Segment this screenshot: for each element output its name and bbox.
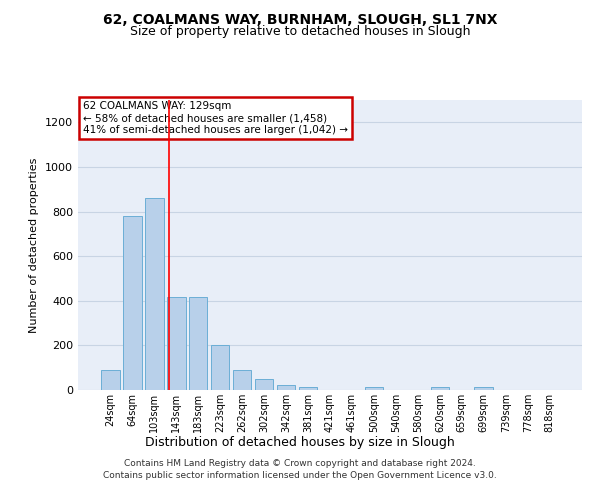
Text: Distribution of detached houses by size in Slough: Distribution of detached houses by size …	[145, 436, 455, 449]
Text: Size of property relative to detached houses in Slough: Size of property relative to detached ho…	[130, 25, 470, 38]
Bar	[431, 388, 449, 390]
Y-axis label: Number of detached properties: Number of detached properties	[29, 158, 40, 332]
Bar	[123, 216, 142, 390]
Bar	[211, 346, 229, 390]
Bar	[189, 298, 208, 390]
Bar	[233, 370, 251, 390]
Text: 62 COALMANS WAY: 129sqm
← 58% of detached houses are smaller (1,458)
41% of semi: 62 COALMANS WAY: 129sqm ← 58% of detache…	[83, 102, 348, 134]
Bar	[277, 385, 295, 390]
Bar	[255, 379, 274, 390]
Bar	[475, 388, 493, 390]
Bar	[299, 386, 317, 390]
Bar	[101, 370, 119, 390]
Bar	[167, 298, 185, 390]
Text: Contains HM Land Registry data © Crown copyright and database right 2024.
Contai: Contains HM Land Registry data © Crown c…	[103, 458, 497, 480]
Text: 62, COALMANS WAY, BURNHAM, SLOUGH, SL1 7NX: 62, COALMANS WAY, BURNHAM, SLOUGH, SL1 7…	[103, 12, 497, 26]
Bar	[145, 198, 164, 390]
Bar	[365, 388, 383, 390]
